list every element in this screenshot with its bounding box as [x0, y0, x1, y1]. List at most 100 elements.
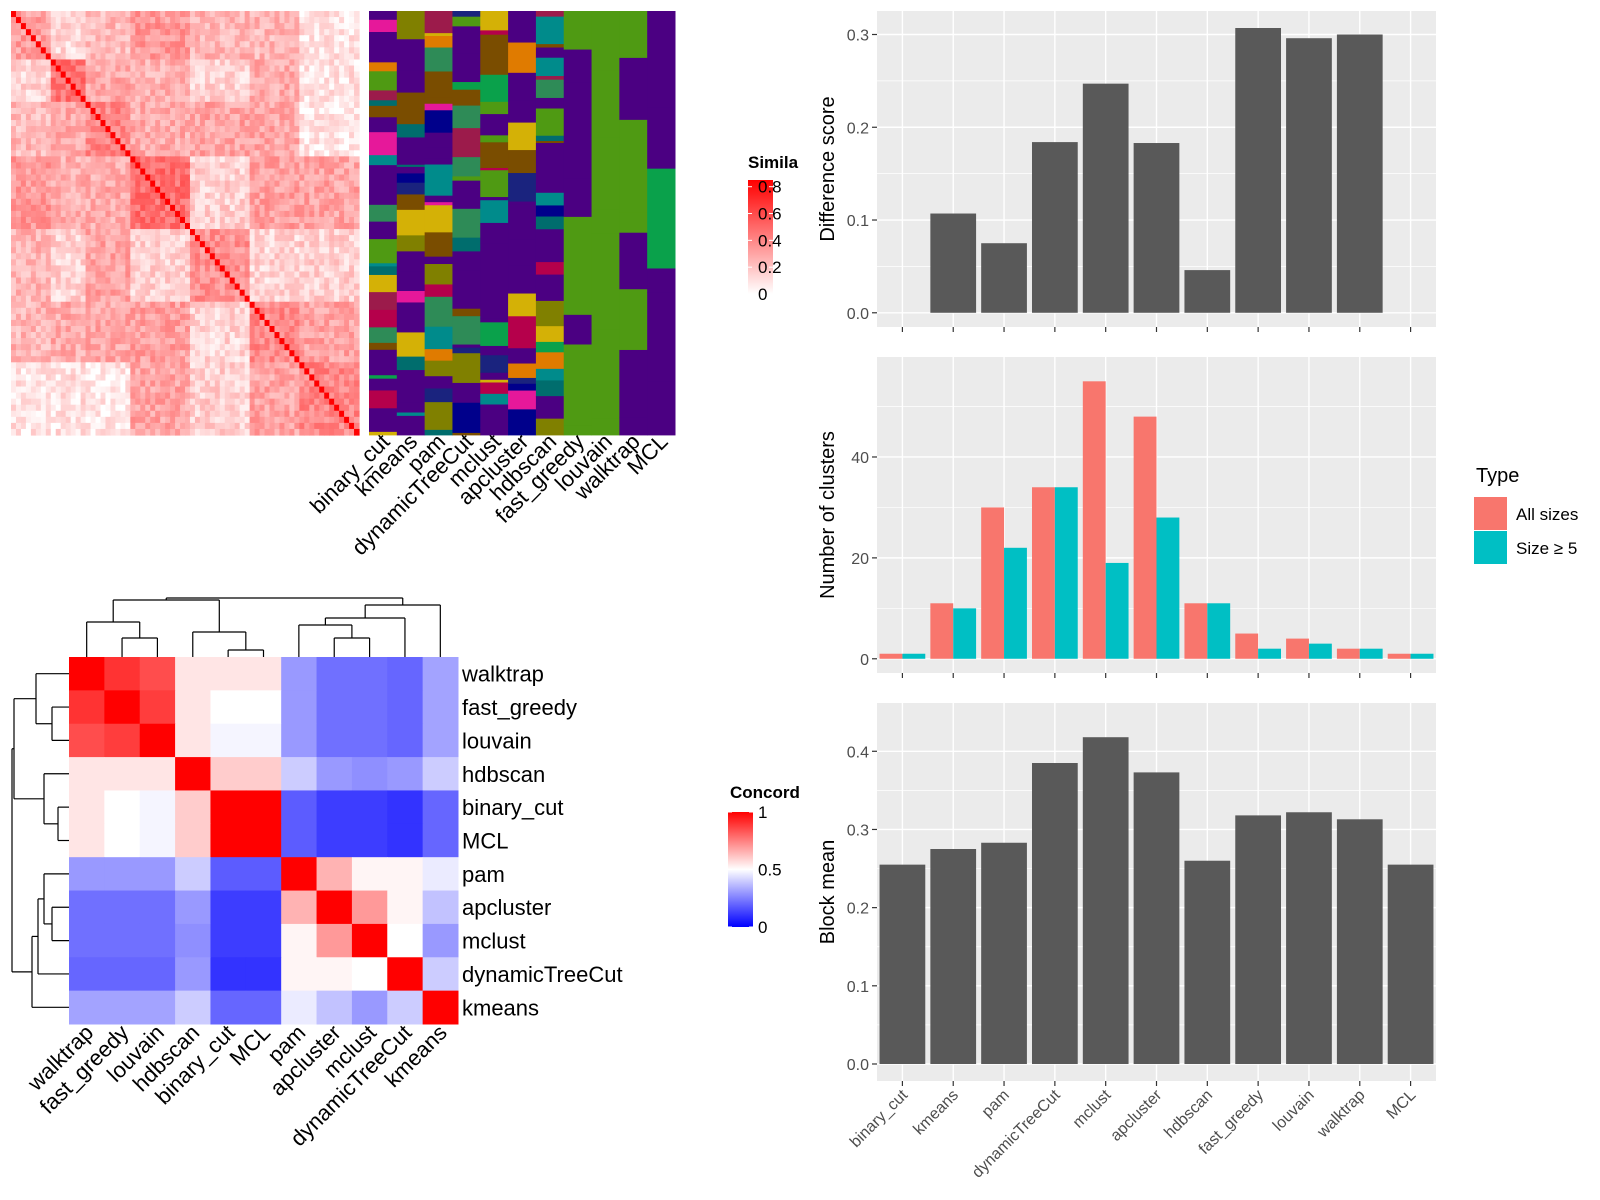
- similarity-cell: [120, 186, 126, 194]
- similarity-cell: [274, 368, 281, 376]
- similarity-cell: [294, 89, 300, 97]
- similarity-cell: [115, 144, 121, 151]
- similarity-cell: [30, 120, 37, 127]
- similarity-cell: [25, 307, 32, 315]
- similarity-cell: [135, 162, 141, 170]
- similarity-cell: [279, 11, 286, 18]
- similarity-cell: [319, 392, 325, 400]
- similarity-cell: [95, 313, 102, 321]
- similarity-cell: [70, 416, 77, 424]
- similarity-cell: [155, 180, 161, 188]
- similarity-cell: [95, 138, 102, 145]
- similarity-cell: [204, 253, 211, 260]
- similarity-cell: [80, 186, 87, 194]
- similarity-cell: [60, 332, 67, 339]
- similarity-cell: [304, 77, 310, 85]
- similarity-cell: [194, 216, 201, 224]
- similarity-cell: [204, 95, 211, 103]
- similarity-cell: [180, 416, 186, 424]
- similarity-cell: [314, 107, 320, 115]
- similarity-cell: [155, 313, 161, 321]
- similarity-cell: [125, 259, 131, 266]
- similarity-cell: [80, 362, 87, 369]
- similarity-cell: [239, 307, 246, 315]
- similarity-cell: [299, 404, 305, 412]
- similarity-cell: [115, 235, 121, 242]
- similarity-cell: [289, 29, 295, 36]
- similarity-cell: [130, 362, 136, 369]
- similarity-cell: [135, 247, 141, 254]
- similarity-cell: [110, 132, 116, 139]
- similarity-cell: [40, 241, 47, 248]
- similarity-cell: [329, 398, 335, 406]
- similarity-cell: [90, 174, 97, 182]
- similarity-cell: [329, 144, 335, 151]
- similarity-cell: [40, 144, 47, 151]
- similarity-cell: [75, 416, 82, 424]
- similarity-cell: [209, 350, 216, 357]
- similarity-cell: [219, 295, 226, 303]
- similarity-cell: [120, 362, 126, 369]
- similarity-cell: [125, 332, 131, 339]
- similarity-cell: [30, 404, 37, 412]
- similarity-cell: [324, 204, 330, 212]
- similarity-cell: [140, 332, 146, 339]
- similarity-cell: [175, 107, 181, 115]
- similarity-cell: [140, 95, 146, 103]
- similarity-cell: [110, 368, 116, 376]
- similarity-cell: [214, 186, 221, 194]
- similarity-cell: [175, 410, 181, 418]
- similarity-cell: [155, 23, 161, 30]
- similarity-cell: [344, 192, 350, 200]
- similarity-cell: [160, 422, 166, 430]
- similarity-cell: [339, 120, 345, 127]
- similarity-cell: [354, 223, 360, 230]
- similarity-cell: [249, 65, 256, 73]
- similarity-cell: [239, 241, 246, 248]
- similarity-cell: [135, 204, 141, 212]
- similarity-cell: [304, 428, 310, 436]
- similarity-cell: [274, 265, 281, 273]
- similarity-cell: [80, 259, 87, 266]
- similarity-cell: [274, 204, 281, 212]
- similarity-cell: [214, 289, 221, 297]
- similarity-cell: [90, 223, 97, 230]
- similarity-cell: [115, 259, 121, 266]
- similarity-cell: [90, 301, 97, 309]
- similarity-cell: [45, 325, 52, 333]
- similarity-cell: [11, 259, 17, 266]
- similarity-cell: [11, 53, 17, 61]
- similarity-cell: [115, 283, 121, 291]
- similarity-cell: [30, 301, 37, 309]
- similarity-cell: [314, 380, 320, 388]
- similarity-cell: [279, 356, 286, 363]
- similarity-cell: [324, 95, 330, 103]
- similarity-cell: [334, 277, 340, 285]
- similarity-cell: [170, 95, 176, 103]
- similarity-cell: [259, 301, 266, 309]
- similarity-cell: [264, 283, 271, 291]
- similarity-cell: [155, 259, 161, 266]
- similarity-cell: [165, 380, 171, 388]
- similarity-cell: [130, 283, 136, 291]
- similarity-cell: [294, 59, 300, 67]
- similarity-cell: [254, 374, 261, 382]
- similarity-cell: [339, 422, 345, 430]
- similarity-cell: [165, 410, 171, 418]
- similarity-cell: [40, 277, 47, 285]
- similarity-cell: [15, 404, 22, 412]
- similarity-cell: [334, 241, 340, 248]
- similarity-cell: [294, 283, 300, 291]
- similarity-cell: [145, 47, 151, 54]
- similarity-cell: [234, 332, 241, 339]
- similarity-cell: [165, 174, 171, 182]
- similarity-cell: [175, 29, 181, 36]
- similarity-cell: [204, 89, 211, 97]
- similarity-cell: [175, 168, 181, 176]
- similarity-cell: [194, 301, 201, 309]
- similarity-cell: [115, 65, 121, 73]
- similarity-cell: [130, 229, 136, 236]
- similarity-cell: [239, 410, 246, 418]
- similarity-cell: [294, 126, 300, 133]
- similarity-cell: [11, 362, 17, 369]
